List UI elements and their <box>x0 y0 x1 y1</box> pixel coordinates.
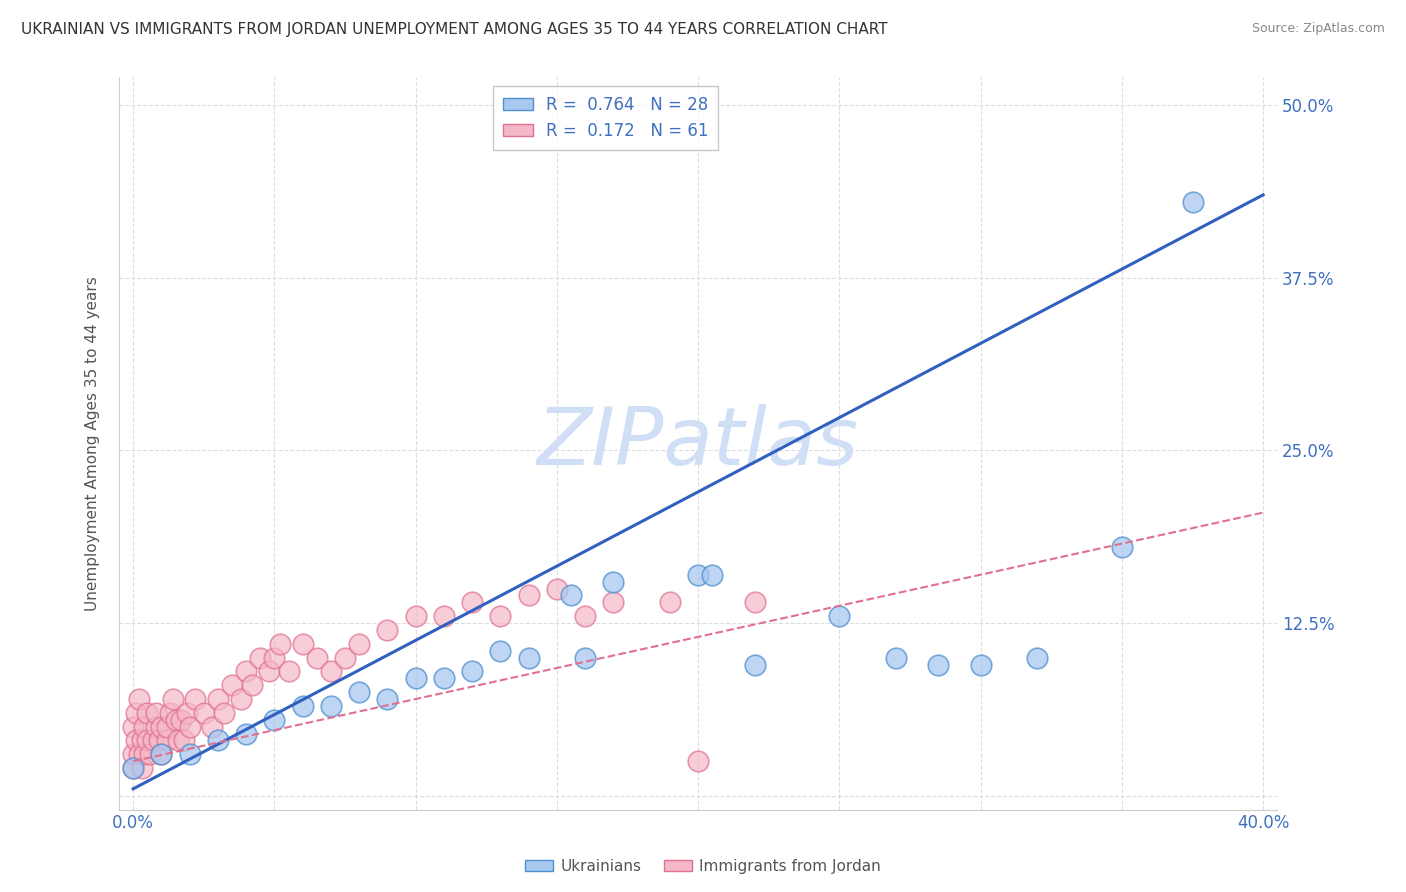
Point <box>184 692 207 706</box>
Point <box>128 692 150 706</box>
Point <box>221 678 243 692</box>
Point <box>927 657 949 672</box>
Point <box>574 609 596 624</box>
Point <box>269 637 291 651</box>
Point <box>212 706 235 720</box>
Text: Source: ZipAtlas.com: Source: ZipAtlas.com <box>1251 22 1385 36</box>
Point <box>170 713 193 727</box>
Point <box>131 733 153 747</box>
Point <box>884 650 907 665</box>
Point <box>134 720 156 734</box>
Point <box>139 747 162 762</box>
Y-axis label: Unemployment Among Ages 35 to 44 years: Unemployment Among Ages 35 to 44 years <box>86 277 100 611</box>
Point <box>377 623 399 637</box>
Point <box>263 713 285 727</box>
Point <box>134 747 156 762</box>
Point <box>173 733 195 747</box>
Point <box>489 643 512 657</box>
Point <box>122 720 145 734</box>
Point <box>602 595 624 609</box>
Point <box>405 671 427 685</box>
Point <box>201 720 224 734</box>
Point <box>333 650 356 665</box>
Point <box>461 665 484 679</box>
Point <box>122 761 145 775</box>
Point <box>159 706 181 720</box>
Point <box>263 650 285 665</box>
Point <box>207 692 229 706</box>
Point <box>145 720 167 734</box>
Point <box>179 720 201 734</box>
Point <box>193 706 215 720</box>
Point <box>602 574 624 589</box>
Point <box>176 706 198 720</box>
Point <box>240 678 263 692</box>
Point <box>257 665 280 679</box>
Point <box>433 671 456 685</box>
Point <box>162 692 184 706</box>
Point <box>347 637 370 651</box>
Point <box>517 650 540 665</box>
Point <box>125 733 148 747</box>
Point <box>148 733 170 747</box>
Point <box>150 720 173 734</box>
Point <box>179 747 201 762</box>
Point <box>744 657 766 672</box>
Point <box>142 733 165 747</box>
Legend: R =  0.764   N = 28, R =  0.172   N = 61: R = 0.764 N = 28, R = 0.172 N = 61 <box>492 86 718 150</box>
Point <box>131 761 153 775</box>
Point <box>546 582 568 596</box>
Point <box>744 595 766 609</box>
Point <box>1026 650 1049 665</box>
Point <box>235 665 257 679</box>
Point <box>145 706 167 720</box>
Point <box>167 733 190 747</box>
Point <box>828 609 851 624</box>
Point <box>1111 540 1133 554</box>
Point <box>305 650 328 665</box>
Point <box>156 720 179 734</box>
Point <box>1181 194 1204 209</box>
Point <box>165 713 187 727</box>
Point <box>136 706 159 720</box>
Point <box>249 650 271 665</box>
Point <box>574 650 596 665</box>
Point <box>128 747 150 762</box>
Point <box>560 589 582 603</box>
Point <box>969 657 991 672</box>
Text: ZIPatlas: ZIPatlas <box>537 404 859 483</box>
Text: UKRAINIAN VS IMMIGRANTS FROM JORDAN UNEMPLOYMENT AMONG AGES 35 TO 44 YEARS CORRE: UKRAINIAN VS IMMIGRANTS FROM JORDAN UNEM… <box>21 22 887 37</box>
Point <box>136 733 159 747</box>
Point <box>405 609 427 624</box>
Point <box>702 567 724 582</box>
Point <box>207 733 229 747</box>
Legend: Ukrainians, Immigrants from Jordan: Ukrainians, Immigrants from Jordan <box>519 853 887 880</box>
Point <box>291 637 314 651</box>
Point <box>517 589 540 603</box>
Point <box>277 665 299 679</box>
Point <box>688 567 710 582</box>
Point <box>319 698 342 713</box>
Point <box>461 595 484 609</box>
Point <box>319 665 342 679</box>
Point <box>150 747 173 762</box>
Point <box>489 609 512 624</box>
Point <box>235 726 257 740</box>
Point <box>688 754 710 768</box>
Point <box>156 733 179 747</box>
Point <box>658 595 681 609</box>
Point <box>150 747 173 762</box>
Point <box>122 761 145 775</box>
Point <box>229 692 252 706</box>
Point <box>433 609 456 624</box>
Point <box>122 747 145 762</box>
Point <box>125 706 148 720</box>
Point <box>347 685 370 699</box>
Point <box>377 692 399 706</box>
Point <box>291 698 314 713</box>
